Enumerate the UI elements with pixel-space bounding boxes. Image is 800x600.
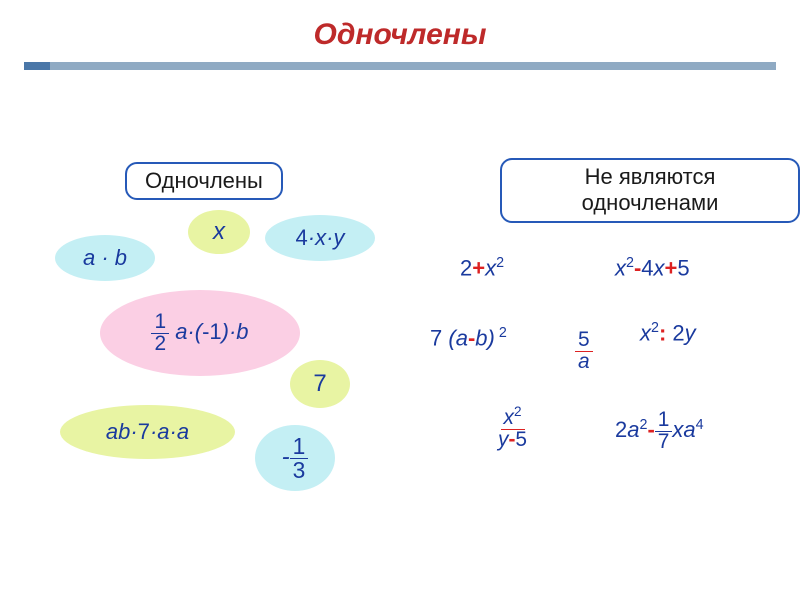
page-title: Одночлены <box>0 0 800 62</box>
content-area: Одночлены Не являются одночленами a · b x… <box>0 70 800 590</box>
notmono-r3: 7 (a-b) 2 <box>430 325 507 351</box>
monomial-half: 12 a·(-1)·b <box>100 290 300 376</box>
notmono-r7: 2a2-17xa4 <box>615 410 704 453</box>
notmono-r2: x2-4x+5 <box>615 255 690 281</box>
monomial-ab: a · b <box>55 235 155 281</box>
monomial-7: 7 <box>290 360 350 408</box>
notmono-r6: x2y-5 <box>495 405 530 451</box>
notmono-r1: 2+x2 <box>460 255 504 281</box>
label-monomials: Одночлены <box>125 162 283 200</box>
notmono-r5: x2: 2y <box>640 320 696 346</box>
monomial-neg13: -13 <box>255 425 335 491</box>
monomial-4xy: 4·x·y <box>265 215 375 261</box>
label-not-monomials: Не являются одночленами <box>500 158 800 223</box>
notmono-r4: 5a <box>575 330 593 373</box>
monomial-x: x <box>188 210 250 254</box>
monomial-ab7aa: ab·7·a·a <box>60 405 235 459</box>
divider-bar <box>24 62 776 70</box>
